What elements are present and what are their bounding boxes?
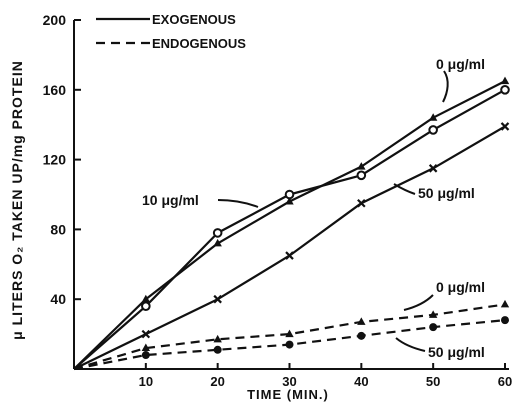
leader-endo-50	[395, 337, 426, 352]
legend-exogenous-label: EXOGENOUS	[152, 12, 236, 27]
data-point-1-2	[212, 228, 223, 238]
leader-endo-0	[403, 294, 434, 311]
leader-exo-10	[217, 199, 259, 208]
x-tick-label: 20	[210, 374, 224, 389]
data-point-4-3	[285, 340, 294, 349]
annotation-exo-0: 0 μg/ml	[436, 56, 485, 72]
legend-endogenous-label: ENDOGENOUS	[152, 36, 246, 51]
series-line-1	[73, 88, 506, 370]
data-point-2-4	[357, 198, 366, 208]
x-tick-label: 10	[139, 374, 153, 389]
data-point-1-6	[500, 85, 510, 95]
axis-ticks: 10 20 30 40 50 60 40 80 120 160 200	[43, 12, 513, 389]
x-axis-label: TIME (MIN.)	[247, 387, 329, 402]
data-point-1-4	[356, 170, 367, 181]
data-point-4-4	[357, 331, 366, 340]
y-tick-label: 200	[43, 12, 67, 28]
y-tick-label: 80	[50, 221, 66, 237]
leader-exo-0	[442, 70, 449, 103]
data-point-2-1	[141, 329, 151, 339]
data-point-0-1	[141, 294, 151, 303]
data-point-0-2	[213, 238, 222, 247]
x-tick-label: 30	[282, 374, 296, 389]
y-tick-label: 120	[43, 152, 67, 168]
annotation-exo-50: 50 μg/ml	[418, 185, 475, 201]
data-point-3-1	[141, 343, 151, 352]
data-point-4-6	[501, 316, 509, 325]
data-point-4-1	[141, 351, 150, 360]
data-point-3-3	[285, 329, 294, 338]
legend: EXOGENOUS ENDOGENOUS	[96, 12, 246, 51]
data-point-0-3	[285, 196, 294, 205]
data-point-3-6	[500, 299, 510, 308]
series-group	[73, 76, 510, 371]
data-point-2-2	[213, 294, 222, 304]
annotation-endo-50: 50 μg/ml	[428, 344, 485, 360]
annotations: 0 μg/ml 10 μg/ml 50 μg/ml 0 μg/ml 50 μg/…	[142, 56, 485, 360]
data-point-3-5	[428, 310, 438, 318]
x-tick-label: 50	[426, 374, 440, 389]
data-point-0-5	[428, 113, 438, 121]
annotation-endo-0: 0 μg/ml	[436, 279, 485, 295]
annotation-exo-10: 10 μg/ml	[142, 192, 199, 208]
y-tick-label: 160	[43, 82, 67, 98]
series-line-0	[73, 80, 506, 370]
data-point-3-4	[357, 317, 366, 325]
data-point-2-3	[285, 251, 294, 260]
x-tick-label: 60	[498, 374, 512, 389]
y-axis-label: μ LITERS O₂ TAKEN UP/mg PROTEIN	[9, 60, 25, 340]
data-point-1-5	[428, 125, 438, 135]
y-tick-label: 40	[50, 291, 66, 307]
data-point-1-3	[284, 189, 295, 200]
data-point-3-2	[213, 334, 222, 343]
data-point-4-2	[213, 345, 222, 354]
data-point-1-1	[141, 301, 151, 311]
data-point-2-5	[428, 164, 438, 173]
leader-exo-50	[393, 183, 416, 195]
annotation-leaders	[217, 70, 449, 352]
data-point-2-6	[500, 122, 510, 131]
data-point-0-4	[357, 162, 366, 170]
data-point-0-6	[500, 76, 510, 85]
x-tick-label: 40	[354, 374, 368, 389]
data-point-4-5	[429, 323, 438, 332]
